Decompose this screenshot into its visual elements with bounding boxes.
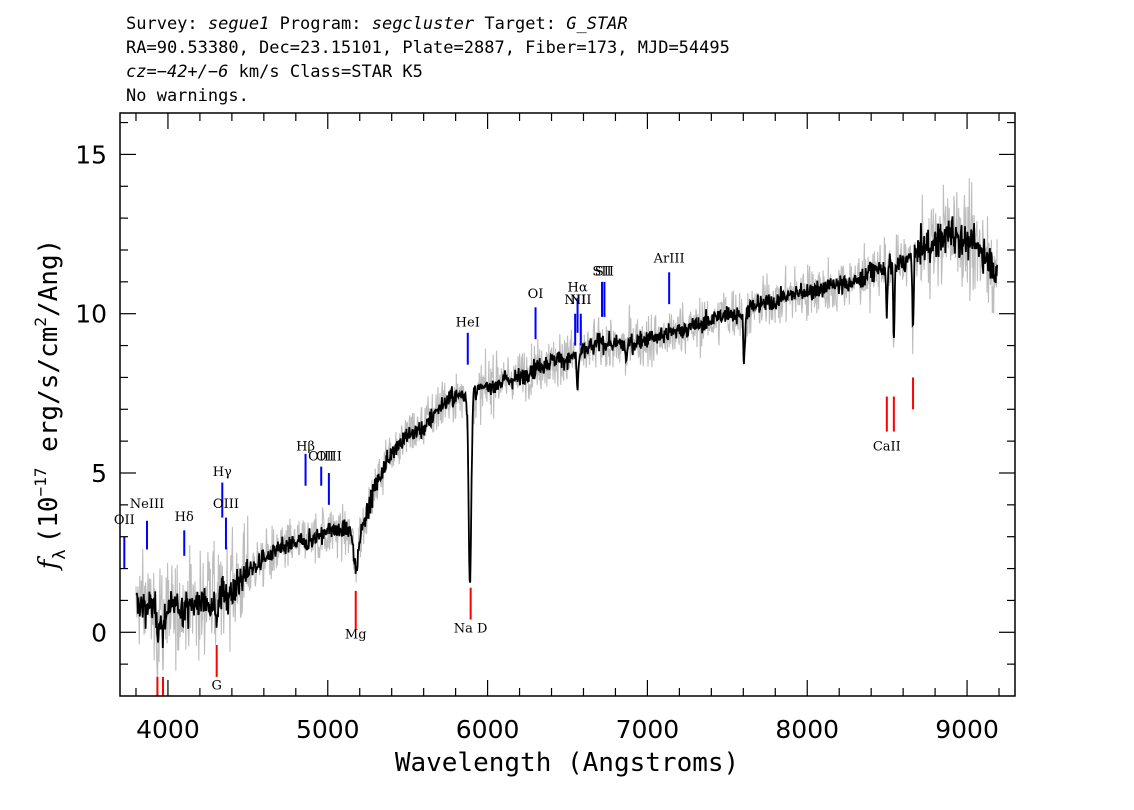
y-axis-exp: −17 xyxy=(31,468,50,497)
emission-line-label: OIII xyxy=(316,449,342,464)
emission-line-label: OIII xyxy=(308,449,334,464)
y-axis-exp2: 2 xyxy=(31,317,50,327)
y-tick-label: 15 xyxy=(75,140,107,169)
y-axis-lambda: λ xyxy=(50,549,70,559)
absorption-line-label: Na D xyxy=(454,621,488,636)
emission-line-label: NII xyxy=(570,293,592,308)
header-line-3: cz=−42+/−6 km/s Class=STAR K5 xyxy=(126,60,730,84)
cz-value: =−42+/−6 xyxy=(146,62,229,82)
plot-frame xyxy=(119,112,1016,697)
emission-line-label: ArIII xyxy=(653,252,685,267)
emission-line-label: NII xyxy=(564,293,586,308)
absorption-line-label: CaII xyxy=(873,440,901,455)
absorption-line-label: Mg xyxy=(345,628,367,643)
emission-line-label: OIII xyxy=(213,497,239,512)
x-tick-label: 9000 xyxy=(935,715,999,744)
emission-line-label: HeI xyxy=(456,315,480,330)
emission-line-label: SII xyxy=(595,264,614,279)
emission-line-label: NeIII xyxy=(130,497,164,512)
error-band xyxy=(135,178,998,687)
x-tick-label: 4000 xyxy=(136,715,200,744)
emission-line-label: Hδ xyxy=(175,510,194,525)
absorption-line-label: G xyxy=(211,679,221,694)
class-text: Class=STAR K5 xyxy=(289,62,423,82)
y-tick-label: 5 xyxy=(91,459,107,488)
emission-line-label: Hγ xyxy=(213,465,232,480)
x-tick-label: 7000 xyxy=(616,715,680,744)
emission-line-label: OII xyxy=(114,513,135,528)
header-line-1: Survey: segue1 Program: segcluster Targe… xyxy=(126,12,730,36)
target-value: G_STAR xyxy=(566,14,628,34)
y-axis-title: fλ(10−17 erg/s/cm2/Ang) xyxy=(31,239,70,572)
survey-label: Survey: xyxy=(126,14,198,34)
header-line-2: RA=90.53380, Dec=23.15101, Plate=2887, F… xyxy=(126,38,730,58)
x-axis-title: Wavelength (Angstroms) xyxy=(395,748,739,778)
y-axis-open: (10 xyxy=(34,496,64,543)
y-tick-label: 10 xyxy=(75,300,107,329)
spectrum-series xyxy=(135,216,998,649)
cz-unit: km/s xyxy=(238,62,280,82)
header-line-4: No warnings. xyxy=(126,86,249,106)
program-label: Program: xyxy=(279,14,362,34)
tick-labels: 4000 5000 6000 7000 8000 9000 0 5 10 15 xyxy=(75,140,999,744)
y-axis-close: /Ang) xyxy=(34,239,64,317)
emission-line-label: Hα xyxy=(568,280,588,295)
axis-ticks xyxy=(120,113,1015,696)
survey-value: segue1 xyxy=(207,14,270,34)
spectrum-header: Survey: segue1 Program: segcluster Targe… xyxy=(126,12,730,108)
target-label: Target: xyxy=(484,14,556,34)
y-axis-mid: erg/s/cm xyxy=(34,327,64,468)
emission-line-label: OI xyxy=(528,287,544,302)
flux-spectrum-line xyxy=(135,216,998,649)
error-spectrum-line xyxy=(135,178,998,687)
x-tick-label: 6000 xyxy=(456,715,520,744)
x-tick-label: 5000 xyxy=(296,715,360,744)
emission-line-label: SII xyxy=(592,264,611,279)
x-tick-label: 8000 xyxy=(775,715,839,744)
y-tick-label: 0 xyxy=(91,618,107,647)
cz-label: cz xyxy=(126,62,147,82)
program-value: segcluster xyxy=(371,14,475,34)
emission-line-label: Hβ xyxy=(296,440,315,455)
